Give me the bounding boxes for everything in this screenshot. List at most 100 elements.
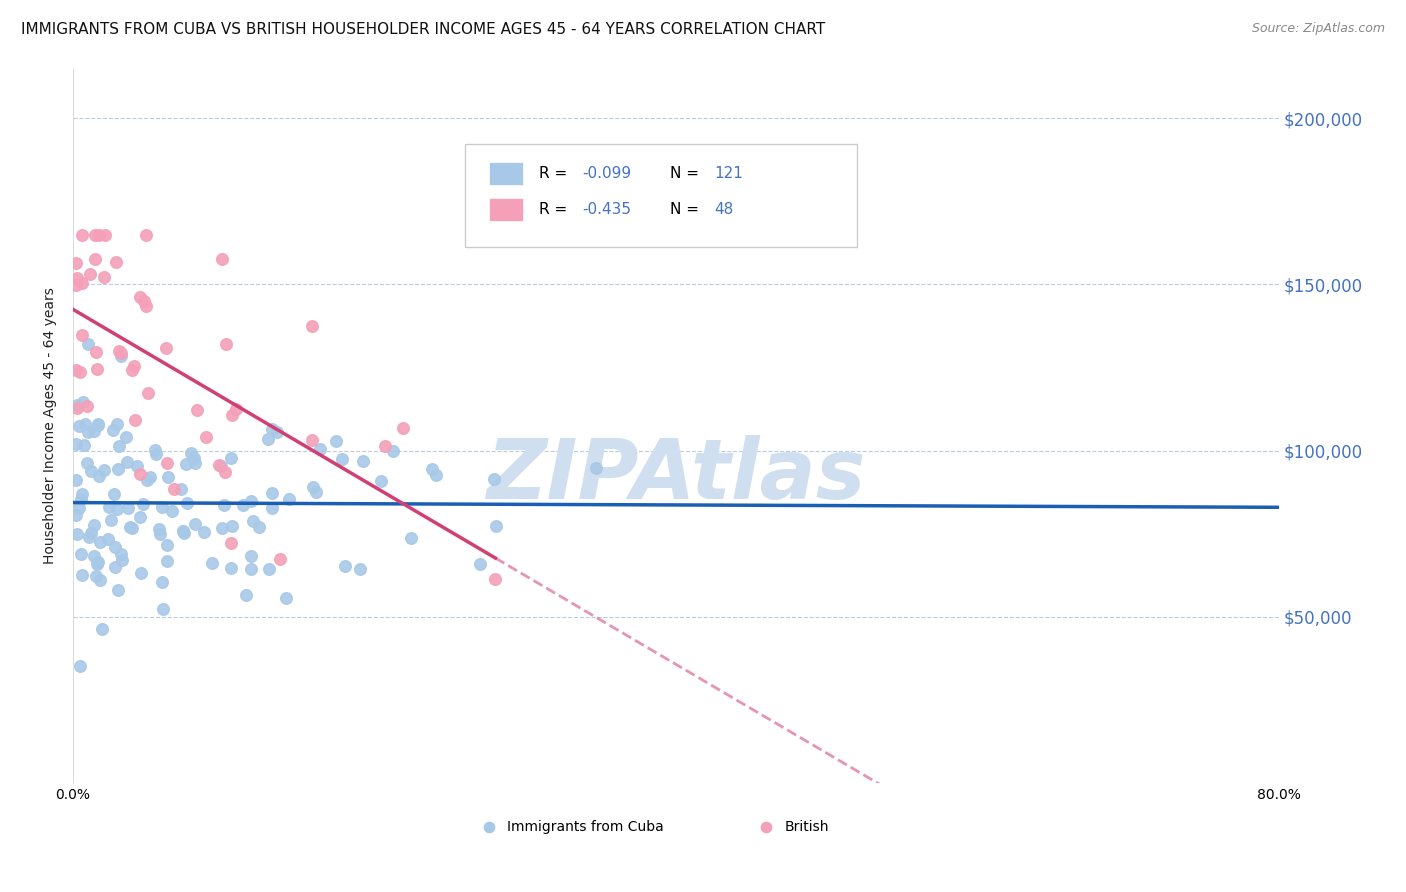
Point	[150, 500, 173, 514]
Point	[69, 659, 91, 673]
Point	[132, 293, 155, 308]
Point	[107, 343, 129, 358]
Point	[484, 572, 506, 586]
Point	[173, 526, 195, 541]
Point	[72, 395, 94, 409]
Point	[89, 574, 111, 588]
Point	[76, 399, 98, 413]
Point	[94, 227, 117, 242]
Point	[100, 513, 122, 527]
Point	[104, 255, 127, 269]
Point	[259, 562, 281, 576]
Point	[66, 398, 89, 412]
Point	[87, 417, 110, 432]
Point	[374, 439, 396, 453]
Point	[193, 524, 215, 539]
Text: 48: 48	[714, 202, 734, 217]
Point	[262, 422, 284, 436]
Point	[149, 527, 172, 541]
Point	[90, 622, 112, 636]
FancyBboxPatch shape	[489, 162, 523, 185]
Point	[67, 418, 90, 433]
Point	[174, 457, 197, 471]
Point	[176, 496, 198, 510]
Point	[139, 469, 162, 483]
Point	[425, 467, 447, 482]
Point	[262, 501, 284, 516]
Point	[72, 227, 94, 242]
Point	[97, 532, 120, 546]
Point	[301, 318, 323, 333]
Text: British: British	[785, 820, 830, 834]
Point	[145, 447, 167, 461]
Point	[107, 438, 129, 452]
Point	[585, 461, 607, 475]
Point	[83, 549, 105, 563]
Point	[80, 526, 103, 541]
Point	[84, 569, 107, 583]
Text: IMMIGRANTS FROM CUBA VS BRITISH HOUSEHOLDER INCOME AGES 45 - 64 YEARS CORRELATIO: IMMIGRANTS FROM CUBA VS BRITISH HOUSEHOL…	[21, 22, 825, 37]
Point	[117, 501, 139, 516]
Point	[87, 555, 110, 569]
Point	[330, 451, 353, 466]
Point	[155, 341, 177, 355]
Point	[219, 536, 242, 550]
Text: 121: 121	[714, 166, 744, 181]
FancyBboxPatch shape	[465, 144, 856, 247]
Point	[115, 430, 138, 444]
Point	[65, 255, 87, 269]
Text: -0.099: -0.099	[582, 166, 631, 181]
Point	[184, 456, 207, 470]
Point	[143, 443, 166, 458]
Point	[70, 328, 93, 343]
Point	[274, 591, 297, 605]
Point	[93, 463, 115, 477]
Point	[240, 549, 263, 563]
Point	[235, 588, 257, 602]
Point	[370, 474, 392, 488]
Point	[110, 349, 132, 363]
Point	[70, 276, 93, 290]
Point	[77, 530, 100, 544]
Point	[89, 535, 111, 549]
Point	[221, 408, 243, 422]
Point	[69, 365, 91, 379]
Point	[242, 514, 264, 528]
Point	[86, 362, 108, 376]
Point	[208, 458, 231, 472]
Point	[309, 442, 332, 456]
Point	[72, 487, 94, 501]
Point	[110, 346, 132, 360]
Point	[83, 425, 105, 439]
Point	[333, 559, 356, 574]
Point	[180, 446, 202, 460]
Point	[101, 423, 124, 437]
Point	[239, 561, 262, 575]
Point	[65, 473, 87, 487]
Point	[156, 554, 179, 568]
Point	[122, 359, 145, 374]
Point	[67, 776, 90, 790]
Point	[170, 482, 193, 496]
Point	[157, 470, 180, 484]
Point	[65, 508, 87, 522]
Point	[225, 402, 247, 417]
Point	[118, 520, 141, 534]
Point	[156, 456, 179, 470]
Point	[135, 300, 157, 314]
Point	[260, 486, 283, 500]
Point	[401, 531, 423, 545]
Point	[104, 541, 127, 555]
Point	[148, 523, 170, 537]
Point	[184, 517, 207, 532]
Point	[83, 518, 105, 533]
Point	[129, 467, 152, 481]
Point	[72, 567, 94, 582]
Point	[73, 438, 96, 452]
Point	[65, 278, 87, 293]
Point	[110, 553, 132, 567]
Point	[80, 464, 103, 478]
Point	[302, 480, 325, 494]
Point	[107, 582, 129, 597]
Point	[201, 556, 224, 570]
